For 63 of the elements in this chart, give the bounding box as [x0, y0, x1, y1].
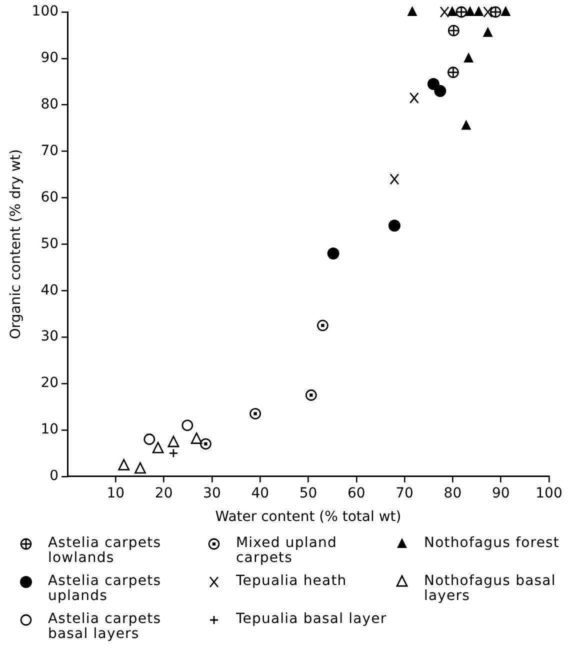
x-tick-label: 50 [299, 485, 318, 502]
point [490, 6, 502, 18]
point [317, 320, 328, 332]
point [168, 448, 178, 458]
point [474, 6, 484, 16]
point [327, 247, 340, 260]
legend-label: Nothofagus forest [424, 535, 560, 551]
x-tick-label: 30 [203, 485, 221, 502]
point [464, 52, 474, 62]
x-tick-label: 70 [396, 485, 414, 502]
legend-label: Tepualia heath [236, 573, 347, 589]
point [434, 84, 446, 97]
point [409, 92, 419, 104]
point [427, 78, 440, 90]
x-tick-label: 40 [251, 485, 270, 502]
point [305, 389, 317, 401]
point [482, 26, 493, 37]
legend-label: Astelia carpets uplands [48, 573, 162, 604]
x-tick-label: 10 [106, 485, 125, 502]
point [390, 173, 400, 185]
point [483, 6, 493, 18]
x-tick-label: 60 [347, 485, 366, 502]
y-tick-label: 100 [32, 4, 59, 20]
point [461, 120, 472, 130]
point [465, 6, 476, 16]
y-axis-title: Organic content (% dry wt) [8, 149, 24, 340]
point [447, 6, 458, 16]
y-tick-label: 60 [40, 189, 59, 206]
point [200, 438, 212, 450]
point [152, 442, 164, 454]
point [388, 220, 400, 232]
legend-label: Astelia carpets lowlands [48, 535, 162, 566]
point [447, 66, 459, 78]
x-tick-label: 20 [154, 485, 173, 502]
y-tick-label: 50 [40, 236, 59, 252]
y-tick-label: 20 [40, 375, 59, 392]
legend-label: Astelia carpets basal layers [48, 611, 162, 642]
point [456, 6, 468, 18]
point [440, 6, 450, 18]
y-tick-label: 10 [40, 422, 59, 438]
x-axis-title: Water content (% total wt) [215, 509, 402, 526]
y-tick-label: 90 [40, 50, 59, 66]
point [448, 24, 460, 36]
y-tick-label: 70 [40, 142, 59, 159]
point [144, 434, 156, 445]
legend-label: Mixed upland carpets [236, 535, 338, 566]
y-tick-label: 30 [40, 328, 59, 345]
point [190, 432, 202, 444]
legend-label: Tepualia basal layer [236, 611, 387, 627]
point [168, 436, 180, 448]
x-tick-label: 100 [536, 485, 562, 502]
point [118, 459, 130, 470]
point [182, 420, 194, 432]
y-tick-label: 80 [40, 96, 59, 113]
x-tick-label: 90 [492, 485, 510, 502]
point [407, 6, 418, 16]
point [500, 6, 511, 16]
legend-label: Nothofagus basal layers [424, 573, 557, 604]
x-tick-label: 80 [444, 485, 462, 502]
point [134, 462, 146, 474]
point [250, 408, 261, 420]
y-tick-label: 0 [50, 468, 59, 484]
y-tick-label: 40 [40, 282, 59, 298]
